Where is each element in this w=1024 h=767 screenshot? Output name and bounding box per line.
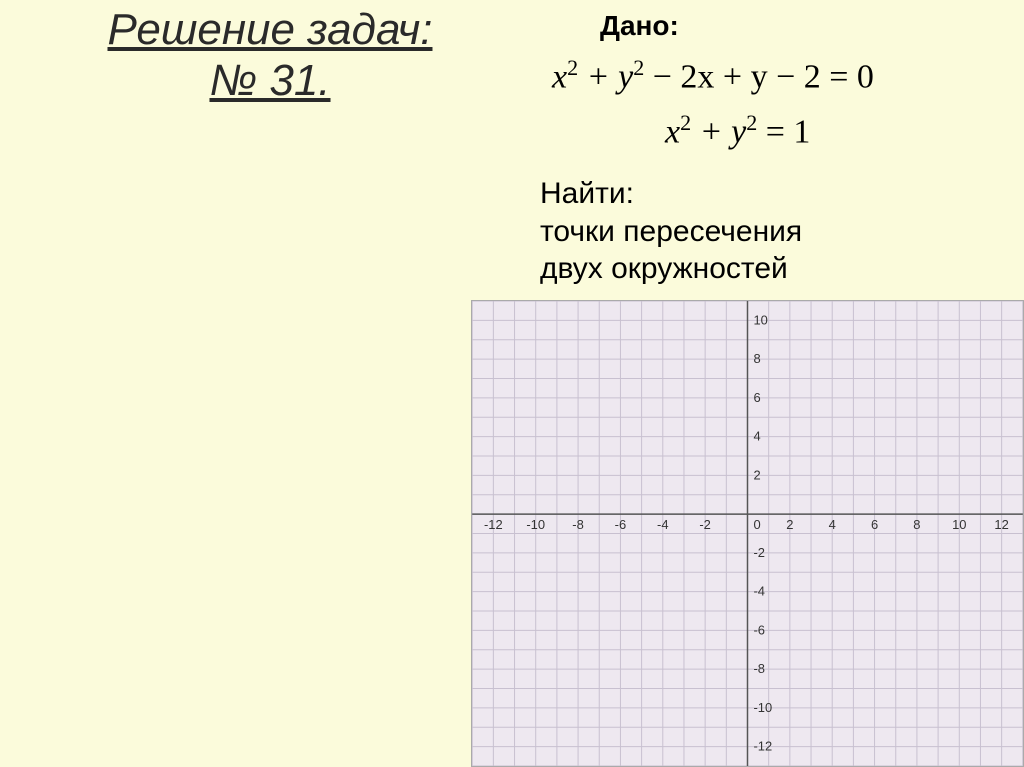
svg-text:-4: -4 (657, 517, 669, 532)
svg-text:6: 6 (753, 390, 760, 405)
svg-text:4: 4 (753, 429, 760, 444)
svg-text:-10: -10 (526, 517, 545, 532)
title-line2: № 31. (209, 56, 330, 105)
given-label: Дано: (600, 10, 679, 42)
svg-text:0: 0 (753, 517, 760, 532)
svg-text:2: 2 (786, 517, 793, 532)
svg-text:10: 10 (952, 517, 966, 532)
svg-text:-4: -4 (753, 584, 765, 599)
svg-text:-8: -8 (753, 661, 765, 676)
svg-text:-12: -12 (753, 739, 772, 754)
find-text-1: точки пересечения (540, 215, 802, 248)
title-line1: Решение задач: (108, 5, 433, 54)
svg-text:-6: -6 (753, 622, 765, 637)
find-section: Найти: точки пересечения двух окружносте… (540, 175, 802, 288)
chart-svg: -12 -10 -8 -6 -4 -2 0 2 4 6 8 10 12 -12 -10 -8 -6 -4 -2 2 4 6… (472, 301, 1023, 766)
svg-text:12: 12 (994, 517, 1008, 532)
svg-text:4: 4 (829, 517, 836, 532)
svg-text:6: 6 (871, 517, 878, 532)
equation-1: x2 + y2 − 2x + y − 2 = 0 (552, 55, 874, 96)
svg-text:-6: -6 (615, 517, 627, 532)
svg-text:-8: -8 (572, 517, 584, 532)
page-title: Решение задач: № 31. (30, 5, 510, 106)
find-text-2: двух окружностей (540, 252, 788, 285)
svg-text:8: 8 (913, 517, 920, 532)
svg-text:8: 8 (753, 351, 760, 366)
find-label: Найти: (540, 177, 634, 210)
svg-text:10: 10 (753, 312, 767, 327)
equation-2: x2 + y2 = 1 (665, 110, 810, 151)
svg-text:-2: -2 (699, 517, 711, 532)
svg-text:-12: -12 (484, 517, 503, 532)
coordinate-grid-chart: -12 -10 -8 -6 -4 -2 0 2 4 6 8 10 12 -12 -10 -8 -6 -4 -2 2 4 6… (471, 300, 1024, 767)
svg-text:2: 2 (753, 467, 760, 482)
svg-text:-10: -10 (753, 700, 772, 715)
svg-text:-2: -2 (753, 545, 765, 560)
